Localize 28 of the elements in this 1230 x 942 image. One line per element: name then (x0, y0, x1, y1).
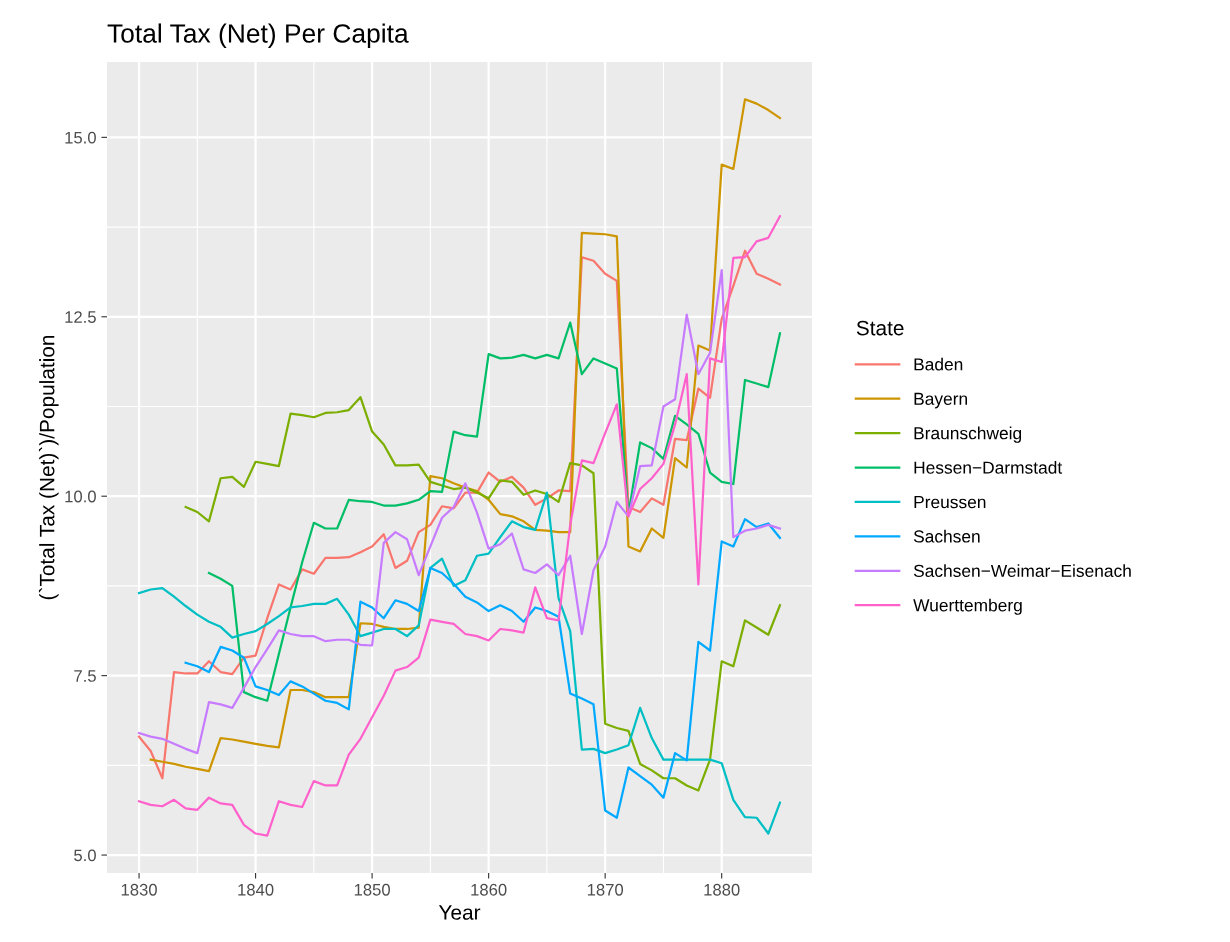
x-tick-label: 1840 (238, 883, 274, 896)
legend-label: Wuerttemberg (913, 598, 1022, 615)
legend-label: Bayern (914, 392, 967, 409)
y-axis-title: (`Total Tax (Net)`)/Population (38, 335, 59, 600)
legend-label: Sachsen−Weimar−Eisenach (913, 564, 1131, 578)
y-tick-label: 12.5 (65, 311, 96, 323)
y-tick-label: 10.0 (65, 490, 96, 503)
legend-label: Braunschweig (914, 426, 1022, 443)
y-tick-label: 7.5 (74, 670, 96, 682)
line-series (184, 396, 782, 792)
legend-title: State (856, 320, 904, 336)
y-tick-label: 15.0 (65, 131, 96, 144)
x-tick-label: 1830 (121, 883, 157, 896)
line-series (184, 518, 782, 819)
x-axis-title: Year (438, 905, 481, 920)
line-series (149, 98, 782, 773)
x-tick-label: 1880 (704, 883, 740, 896)
x-tick-label: 1860 (471, 883, 507, 896)
x-tick-label: 1870 (587, 883, 624, 896)
chart-title: Total Tax (Net) Per Capita (107, 23, 409, 49)
legend-label: Sachsen (913, 529, 980, 543)
x-tick-label: 1850 (354, 883, 390, 896)
legend-label: Baden (914, 357, 963, 371)
legend-label: Hessen−Darmstadt (914, 461, 1063, 474)
legend-label: Preussen (914, 496, 986, 509)
y-tick-label: 5.0 (74, 849, 96, 862)
line-series (207, 321, 782, 702)
line-series (137, 491, 782, 835)
